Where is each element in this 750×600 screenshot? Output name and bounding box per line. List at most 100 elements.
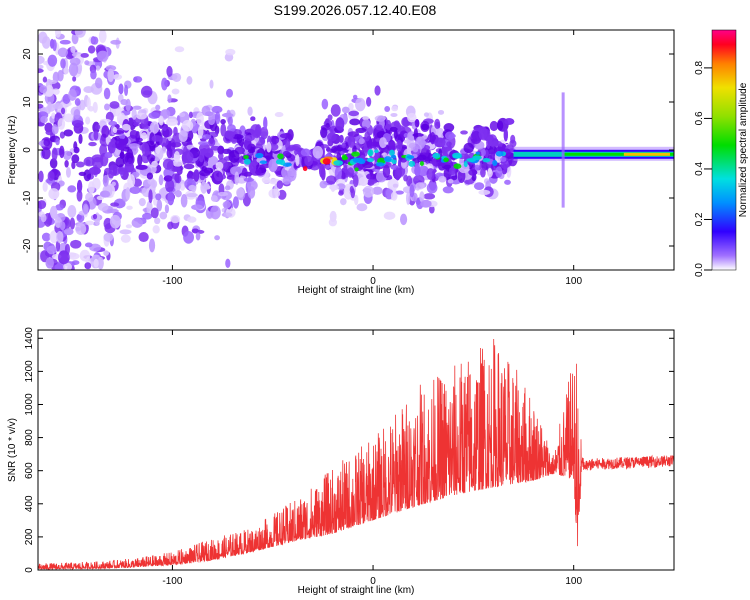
spectrogram-cell [478,189,491,195]
snr-ylabel: SNR (10 * v/v) [7,418,18,482]
spectrogram-cell [161,146,167,154]
spectrogram-cell [167,94,172,104]
spectrogram-cell [195,232,201,241]
spectrogram-cell [88,166,101,175]
spectrogram-cell [112,126,118,134]
colorbar-label: Normalized spectral amplitude [738,82,749,217]
spectrogram-cell [54,30,61,38]
spectrogram-cell [67,252,80,260]
spectrogram-cell [59,39,71,45]
spectrogram-cell [121,123,131,131]
spectrogram-cell [104,103,110,111]
spectrogram-cell [179,183,186,191]
spectrogram-cell [38,64,44,70]
y-tick-label: 600 [24,462,35,479]
spectrogram-cell [186,192,198,198]
spectrogram-cell [96,50,109,62]
spectrogram-cell [390,191,398,201]
spectrogram-cell [391,105,399,112]
spectrogram-cell [414,165,421,177]
spectrogram-cell [146,200,153,215]
spectrogram-cell [141,142,150,157]
colorbar-tick-label: 0.2 [694,212,705,226]
spectrogram-cell [126,205,133,210]
spectrogram-cell [259,160,268,165]
spectrogram-cell [341,106,350,114]
spectrogram-cell [163,175,173,182]
spectrogram-cell [68,62,79,77]
spectrogram-cell [158,174,164,186]
spectrogram-cell [390,112,398,117]
spectrogram-cell [403,139,412,144]
spectrogram-cell [40,213,47,223]
spectrogram-cell [366,157,375,163]
spectrogram-cell [52,102,63,110]
spectrogram-cell [432,152,441,159]
spectrogram-cell [125,98,131,112]
figure-title: S199.2026.057.12.40.E08 [274,2,437,18]
spectrogram-cell [91,154,104,163]
spectrogram-cell [119,229,132,235]
spectrogram-cell [38,55,45,65]
x-tick-label: 0 [370,276,376,287]
spectrogram-cell [151,160,158,168]
spectrogram-cell [183,163,195,170]
spectrogram-cell [320,127,328,139]
colorbar: 0.0 0.2 0.4 0.6 0.8 Normalized spectral ampl… [694,29,749,277]
spectrogram-cell [80,52,89,58]
spectrogram-cell [437,109,445,115]
spectrogram-cell [60,58,66,69]
spectrogram-cell [97,256,104,270]
spectrogram-cell [358,176,369,187]
spectrogram-cell [236,187,245,198]
spectrogram-cell [287,167,297,182]
spectrogram-cell [84,60,90,66]
spectrogram-cell [110,202,120,207]
spectrogram-cell [38,68,44,74]
spectrogram-cell [382,152,388,158]
y-tick-label: 1200 [24,360,35,383]
spectrogram-cell [112,74,123,80]
spectrogram-cell [118,83,124,95]
spectrogram-cell [76,179,83,193]
spectrogram-cell [178,130,188,142]
spectrogram-cell [55,138,60,146]
spectrogram-cell [90,36,96,45]
x-tick-label: 100 [565,276,582,287]
y-tick-label: 0 [22,147,33,153]
spectrogram-cell [304,155,313,167]
spectrogram-cell [51,147,58,161]
spectrogram-cell [67,205,77,218]
spectrogram-cell [449,165,456,176]
spectrogram-cell [131,217,143,228]
spectrogram-cell [166,65,173,77]
spectrogram-cell [51,124,59,135]
spectrogram-cell [276,180,284,189]
spectrogram-cell [151,135,163,142]
spectrogram-cell [347,131,360,138]
spectrogram-cell [463,160,468,168]
spectrogram-cell [492,160,498,166]
spectrogram-cell [65,167,71,178]
spectrogram-cell [431,157,441,167]
spectrogram-cell [503,127,508,142]
spectrogram-cell [227,115,233,127]
spectrogram-cell [453,163,462,169]
spectrogram-cell [341,154,348,161]
spectrogram-cell [230,166,242,176]
spectrogram-cell [330,104,341,117]
spectrogram-cell [159,211,168,220]
spectrogram-cell [71,161,76,170]
spectrogram-cell [487,168,493,178]
spectrogram-cell [49,158,58,169]
spectrogram-cell [406,175,413,187]
spectrogram-cell [227,124,236,132]
spectrogram-cell [162,124,167,131]
spectrogram-cell [429,131,436,145]
spectrogram-cell [232,134,244,140]
spectrogram-cell [480,149,486,157]
spectrogram-cell [434,137,446,148]
spectrogram-cell [217,191,228,197]
spectrogram-cell [327,132,337,142]
spectrogram-cell [88,106,94,112]
